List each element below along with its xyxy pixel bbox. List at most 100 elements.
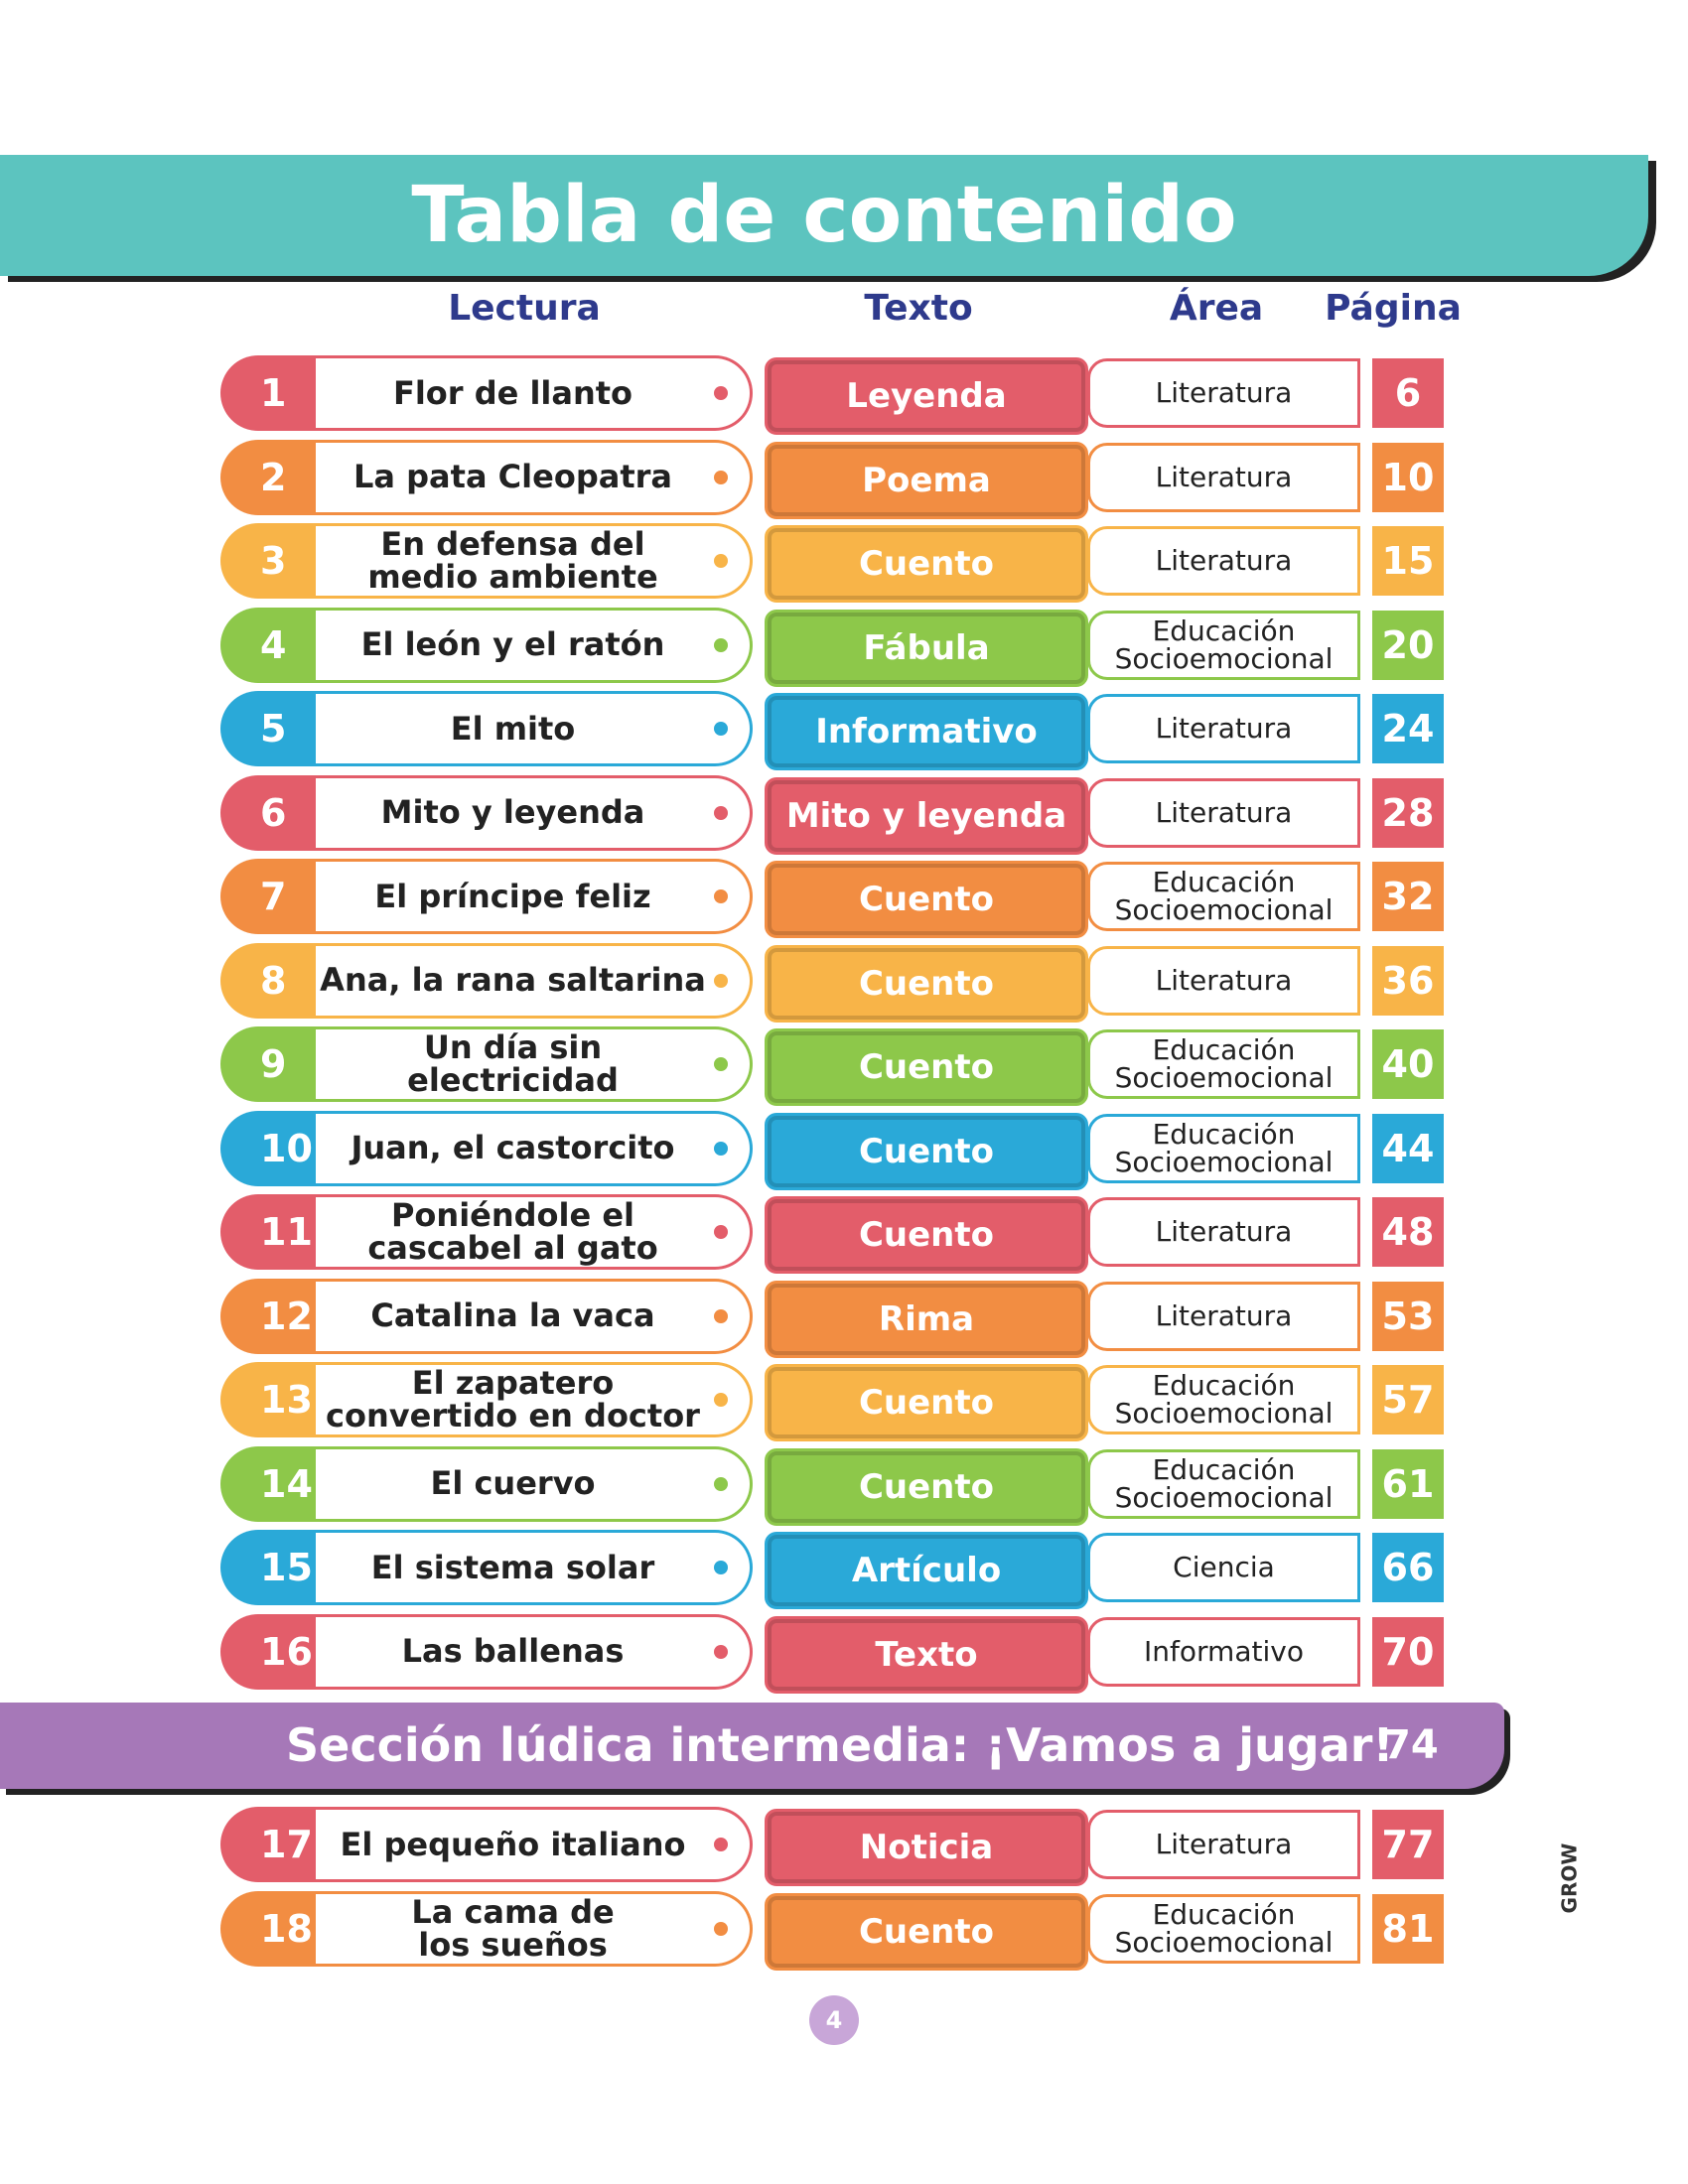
lectura: El cuervo <box>316 1445 753 1522</box>
row-number: 8 <box>220 942 330 1019</box>
texto: Cuento <box>765 1364 1088 1441</box>
pagina: 20 <box>1372 610 1444 680</box>
area: Literatura <box>1087 358 1360 428</box>
row-number: 10 <box>220 1110 330 1186</box>
row-number: 12 <box>220 1278 330 1354</box>
texto: Cuento <box>765 1447 1088 1526</box>
row-number: 1 <box>220 355 330 431</box>
row-number: 14 <box>220 1445 330 1522</box>
pagina: 70 <box>1372 1616 1444 1687</box>
toc-row: 6 Mito y leyenda Mito y leyenda Literatura 2… <box>0 774 1688 855</box>
toc-row: 11 Poniéndole el cascabel al gato Cuento Li… <box>0 1194 1688 1274</box>
toc-row: 9 Un día sin electricidad Cuento Educación … <box>0 1026 1688 1106</box>
lectura: El príncipe feliz <box>316 859 753 934</box>
dot <box>714 554 728 568</box>
area: Literatura <box>1087 1197 1360 1267</box>
texto: Rima <box>765 1280 1088 1358</box>
texto: Cuento <box>765 944 1088 1023</box>
lectura: El zapatero convertido en doctor <box>316 1362 753 1437</box>
area: Educación Socioemocional <box>1087 1113 1360 1183</box>
texto: Mito y leyenda <box>765 776 1088 855</box>
dot <box>714 1393 728 1407</box>
lectura: Catalina la vaca <box>316 1278 753 1354</box>
toc-row: 3 En defensa del medio ambiente Cuento Lite… <box>0 523 1688 603</box>
texto: Noticia <box>765 1809 1088 1886</box>
row-number: 11 <box>220 1194 330 1270</box>
area: Informativo <box>1087 1616 1360 1687</box>
dot <box>714 889 728 903</box>
area: Literatura <box>1087 694 1360 763</box>
row-number: 7 <box>220 859 330 934</box>
texto: Poema <box>765 441 1088 519</box>
row-number: 3 <box>220 523 330 599</box>
lectura: Juan, el castorcito <box>316 1110 753 1186</box>
lectura: Las ballenas <box>316 1613 753 1690</box>
toc-row: 15 El sistema solar Artículo Ciencia 66 <box>0 1530 1688 1609</box>
row-number: 16 <box>220 1613 330 1690</box>
pagina: 57 <box>1372 1365 1444 1434</box>
row-number: 4 <box>220 607 330 683</box>
toc-row: 12 Catalina la vaca Rima Literatura 53 <box>0 1278 1688 1358</box>
dot <box>714 1057 728 1071</box>
lectura: Mito y leyenda <box>316 774 753 851</box>
area: Educación Socioemocional <box>1087 1029 1360 1099</box>
area: Educación Socioemocional <box>1087 862 1360 931</box>
area: Literatura <box>1087 526 1360 596</box>
title: Tabla de contenido <box>411 171 1237 260</box>
pagina: 53 <box>1372 1281 1444 1351</box>
pagina: 36 <box>1372 945 1444 1016</box>
lectura: Flor de llanto <box>316 355 753 431</box>
row-number: 6 <box>220 774 330 851</box>
pagina: 6 <box>1372 358 1444 428</box>
lectura: En defensa del medio ambiente <box>316 523 753 599</box>
toc-row: 7 El príncipe feliz Cuento Educación Socioe… <box>0 859 1688 938</box>
area: Literatura <box>1087 442 1360 512</box>
dot <box>714 386 728 400</box>
dot <box>714 1561 728 1574</box>
row-number: 18 <box>220 1891 330 1967</box>
texto: Fábula <box>765 609 1088 687</box>
texto: Cuento <box>765 1112 1088 1190</box>
toc-row: 1 Flor de llanto Leyenda Literatura 6 <box>0 355 1688 435</box>
pagina: 40 <box>1372 1029 1444 1099</box>
dot <box>714 805 728 820</box>
pagina: 32 <box>1372 862 1444 931</box>
area: Literatura <box>1087 1810 1360 1879</box>
area: Educación Socioemocional <box>1087 1448 1360 1519</box>
toc-row: 13 El zapatero convertido en doctor Cuento… <box>0 1362 1688 1441</box>
section-bar: Sección lúdica intermedia: ¡Vamos a juga… <box>0 1703 1504 1789</box>
dot <box>714 637 728 652</box>
lectura: El sistema solar <box>316 1530 753 1605</box>
texto: Cuento <box>765 525 1088 603</box>
toc-row: 5 El mito Informativo Literatura 24 <box>0 691 1688 770</box>
lectura: El pequeño italiano <box>316 1807 753 1882</box>
column-header: Área <box>1169 288 1264 329</box>
row-number: 2 <box>220 439 330 515</box>
lectura: El mito <box>316 691 753 766</box>
area: Literatura <box>1087 777 1360 848</box>
pagina: 48 <box>1372 1197 1444 1267</box>
texto: Artículo <box>765 1532 1088 1609</box>
toc-row: 2 La pata Cleopatra Poema Literatura 10 <box>0 439 1688 519</box>
texto: Texto <box>765 1615 1088 1694</box>
dot <box>714 1476 728 1491</box>
texto: Leyenda <box>765 357 1088 435</box>
dot <box>714 1644 728 1659</box>
pagina: 61 <box>1372 1448 1444 1519</box>
area: Ciencia <box>1087 1533 1360 1602</box>
pagina: 44 <box>1372 1113 1444 1183</box>
area: Educación Socioemocional <box>1087 1894 1360 1964</box>
dot <box>714 1922 728 1936</box>
toc-row: 4 El león y el ratón Fábula Educación Socio… <box>0 607 1688 687</box>
texto: Cuento <box>765 1028 1088 1106</box>
lectura: Ana, la rana saltarina <box>316 942 753 1019</box>
toc-row: 8 Ana, la rana saltarina Cuento Literatura 3… <box>0 942 1688 1023</box>
area: Educación Socioemocional <box>1087 1365 1360 1434</box>
dot <box>714 973 728 988</box>
row-number: 17 <box>220 1807 330 1882</box>
toc-row: 17 El pequeño italiano Noticia Literatura 77 <box>0 1807 1688 1886</box>
column-header: Texto <box>864 288 973 329</box>
texto: Cuento <box>765 1196 1088 1274</box>
dot <box>714 1141 728 1156</box>
